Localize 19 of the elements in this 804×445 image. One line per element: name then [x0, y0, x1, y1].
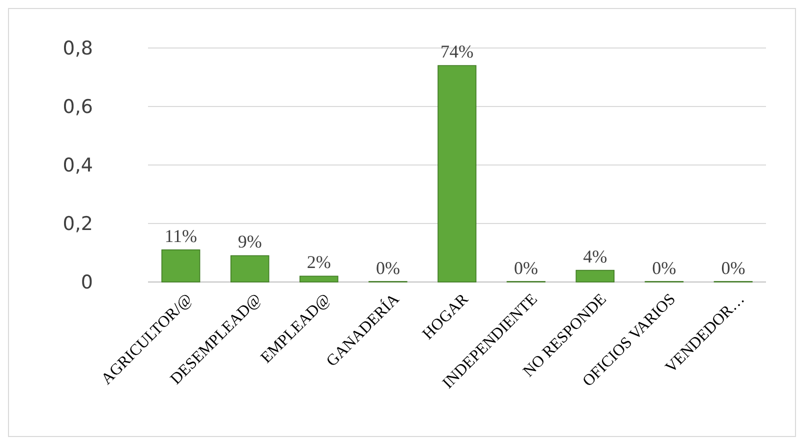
data-label: 0% [376, 258, 400, 278]
bar [161, 249, 200, 282]
data-label: 0% [721, 258, 746, 278]
bar [300, 276, 338, 282]
bar [230, 255, 270, 282]
y-tick-label: 0 [80, 272, 93, 294]
data-label: 0% [514, 258, 538, 278]
y-tick-label: 0,2 [62, 213, 93, 236]
data-label: 9% [238, 232, 262, 252]
data-label: 11% [164, 226, 197, 246]
y-tick-label: 0,8 [62, 38, 93, 60]
y-tick-label: 0,6 [62, 96, 93, 118]
data-label: 0% [652, 258, 676, 278]
bar [576, 270, 614, 282]
y-tick-label: 0,4 [62, 154, 93, 177]
data-label: 4% [583, 246, 608, 266]
data-label: 74% [440, 42, 474, 62]
bar [438, 65, 476, 282]
data-label: 2% [306, 252, 331, 272]
